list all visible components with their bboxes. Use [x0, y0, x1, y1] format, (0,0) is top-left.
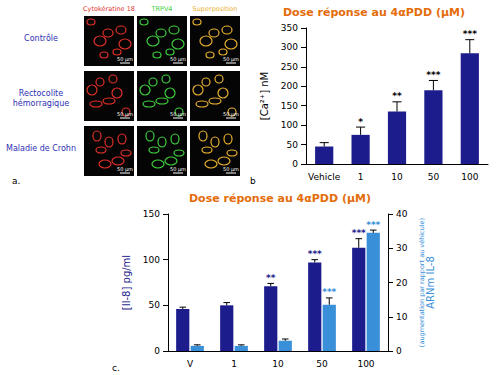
svg-text:0: 0 — [396, 346, 402, 356]
svg-text:**: ** — [392, 91, 402, 101]
svg-text:50: 50 — [287, 140, 299, 150]
svg-text:**: ** — [266, 273, 276, 283]
svg-text:1: 1 — [231, 359, 237, 369]
svg-text:150: 150 — [281, 101, 298, 111]
svg-text:150: 150 — [143, 209, 160, 219]
html-text:Rectocolite hémorragique: Rectocolite hémorragique — [12, 89, 70, 108]
svg-text:350: 350 — [281, 23, 298, 33]
svg-text:100: 100 — [461, 172, 478, 182]
svg-text:100: 100 — [357, 359, 374, 369]
svg-text:b: b — [250, 176, 256, 186]
svg-text:***: *** — [352, 228, 366, 238]
svg-text:100: 100 — [281, 120, 298, 130]
svg-text:50 µm: 50 µm — [117, 56, 133, 63]
svg-text:50 µm: 50 µm — [170, 166, 186, 173]
svg-text:V: V — [187, 359, 194, 369]
svg-text:50 µm: 50 µm — [223, 56, 239, 63]
svg-text:40: 40 — [396, 209, 408, 219]
svg-text:***: *** — [322, 287, 336, 297]
svg-text:Dose réponse au 4αPDD (µM): Dose réponse au 4αPDD (µM) — [283, 6, 465, 19]
svg-text:a.: a. — [12, 176, 20, 186]
svg-text:20: 20 — [396, 278, 408, 288]
svg-text:0: 0 — [154, 346, 160, 356]
svg-text:50 µm: 50 µm — [223, 111, 239, 118]
svg-text:c.: c. — [112, 363, 120, 373]
svg-text:***: *** — [366, 220, 380, 230]
svg-text:50: 50 — [428, 172, 440, 182]
svg-text:10: 10 — [396, 312, 408, 322]
svg-text:50 µm: 50 µm — [223, 166, 239, 173]
svg-text:ARNm IL-8: ARNm IL-8 — [425, 256, 436, 309]
html-text:Contrôle: Contrôle — [24, 34, 58, 43]
svg-text:*: * — [358, 117, 363, 127]
svg-text:Dose réponse au 4αPDD (µM): Dose réponse au 4αPDD (µM) — [189, 192, 371, 205]
svg-text:(augmentation par rapport au v: (augmentation par rapport au véhicule) — [417, 217, 426, 348]
svg-text:100: 100 — [143, 255, 160, 265]
svg-text:50 µm: 50 µm — [170, 111, 186, 118]
svg-text:30: 30 — [396, 243, 408, 253]
svg-text:250: 250 — [281, 62, 298, 72]
svg-text:10: 10 — [272, 359, 284, 369]
svg-text:0: 0 — [292, 159, 298, 169]
svg-text:200: 200 — [281, 81, 298, 91]
svg-text:***: *** — [463, 29, 477, 39]
svg-text:50: 50 — [149, 300, 161, 310]
svg-text:300: 300 — [281, 42, 298, 52]
html-text:Cytokératine 18: Cytokératine 18 — [83, 5, 135, 13]
svg-text:[Il-8] pg/ml: [Il-8] pg/ml — [121, 255, 132, 310]
html-text:TRPV4: TRPV4 — [151, 5, 173, 13]
svg-text:Vehicle: Vehicle — [308, 172, 341, 182]
svg-text:50: 50 — [316, 359, 328, 369]
html-text:Maladie de Crohn: Maladie de Crohn — [6, 144, 76, 153]
svg-text:1: 1 — [358, 172, 364, 182]
svg-text:50 µm: 50 µm — [117, 166, 133, 173]
svg-text:***: *** — [308, 249, 322, 259]
svg-text:50 µm: 50 µm — [170, 56, 186, 63]
svg-text:***: *** — [426, 70, 440, 80]
svg-text:50 µm: 50 µm — [117, 111, 133, 118]
html-text:Superposition: Superposition — [192, 5, 238, 13]
svg-text:10: 10 — [391, 172, 403, 182]
svg-text:[Ca²⁺] nM: [Ca²⁺] nM — [259, 72, 270, 120]
